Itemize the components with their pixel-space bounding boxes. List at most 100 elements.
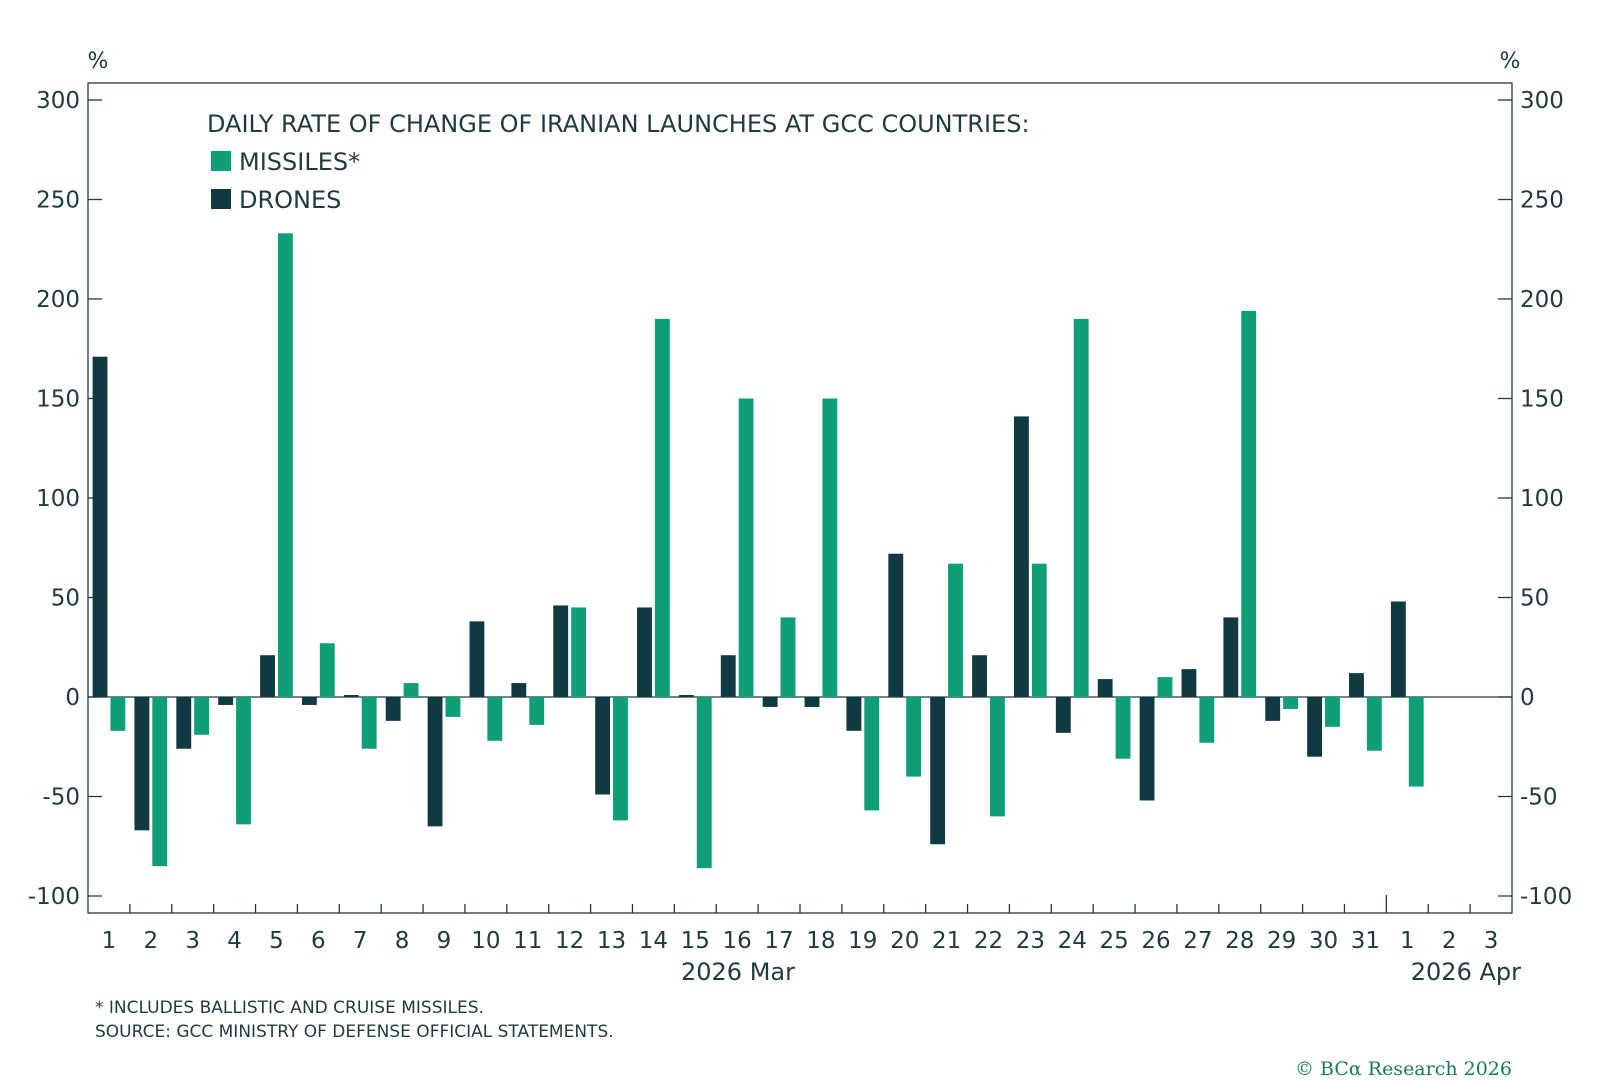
x-tick-label: 31 <box>1351 928 1380 954</box>
bar-missiles <box>1031 563 1047 697</box>
bar-missiles <box>1241 310 1257 697</box>
x-tick-label: 30 <box>1309 928 1338 954</box>
y-unit-right: % <box>1500 49 1521 74</box>
bar-drones <box>260 655 275 697</box>
bar-drones <box>972 655 987 697</box>
month-label-march: 2026 Mar <box>681 958 795 986</box>
bar-missiles <box>361 697 377 749</box>
bar-missiles <box>654 318 670 697</box>
x-tick-label: 6 <box>311 928 326 954</box>
bar-drones <box>1055 697 1071 733</box>
bar-missiles <box>696 697 712 869</box>
x-tick-label: 28 <box>1225 928 1254 954</box>
bar-drones <box>1307 697 1323 757</box>
x-tick-label: 26 <box>1141 928 1170 954</box>
x-tick-labels: 1 2 3 4 5 6 7 8 9 10 11 12 13 14 15 16 17 18 19 20 21 22 23 24 2… <box>102 928 1499 954</box>
x-tick-label: 8 <box>395 928 410 954</box>
legend-swatch-drones <box>211 189 231 209</box>
x-tick-label: 29 <box>1267 928 1296 954</box>
source-note: SOURCE: GCC MINISTRY OF DEFENSE OFFICIAL… <box>95 1022 614 1042</box>
y-tick-label-left: 0 <box>65 685 80 711</box>
bar-missiles <box>613 697 628 821</box>
bar-drones <box>218 697 234 705</box>
y-tick-label-right: 250 <box>1520 188 1564 214</box>
bar-missiles <box>236 697 251 825</box>
bar-drones <box>1223 617 1239 697</box>
x-tick-label: 17 <box>764 928 793 954</box>
x-tick-label: 12 <box>555 928 584 954</box>
bar-drones <box>511 683 527 697</box>
bar-missiles <box>1115 697 1131 759</box>
y-tick-label-right: 200 <box>1520 287 1564 313</box>
bar-missiles <box>906 697 922 777</box>
y-tick-label-left: 200 <box>36 287 80 313</box>
x-tick-label: 4 <box>227 928 242 954</box>
bar-missiles <box>1283 697 1299 709</box>
bar-drones <box>930 697 946 845</box>
x-tick-label: 19 <box>848 928 877 954</box>
bar-drones <box>720 655 736 697</box>
bar-drones <box>427 697 443 827</box>
bar-drones <box>176 697 192 749</box>
y-tick-label-right: 150 <box>1520 387 1564 413</box>
bar-missiles <box>1157 677 1173 697</box>
bar-missiles <box>571 607 587 697</box>
bar-drones <box>846 697 862 731</box>
x-tick-label: 11 <box>513 928 542 954</box>
x-tick-label: 18 <box>806 928 835 954</box>
bar-drones <box>469 621 485 697</box>
x-tick-label: 25 <box>1099 928 1128 954</box>
x-tick-label: 13 <box>597 928 626 954</box>
y-tick-label-left: 50 <box>51 586 80 612</box>
x-tick-label: 3 <box>1484 928 1499 954</box>
y-tick-label-right: 0 <box>1520 685 1535 711</box>
bar-drones <box>678 695 694 697</box>
bar-drones <box>762 697 778 707</box>
x-tick-label: 22 <box>974 928 1003 954</box>
bar-drones <box>804 697 820 707</box>
x-tick-label: 23 <box>1016 928 1045 954</box>
bar-missiles <box>780 617 796 697</box>
bar-missiles <box>1408 697 1424 787</box>
bar-drones <box>1097 679 1113 697</box>
x-tick-label: 27 <box>1183 928 1212 954</box>
x-tick-label: 16 <box>723 928 752 954</box>
x-tick-label: 21 <box>932 928 961 954</box>
y-tick-label-right: -50 <box>1520 785 1558 811</box>
bar-missiles <box>487 697 503 741</box>
bar-drones <box>595 697 611 795</box>
y-tick-label-right: -100 <box>1520 884 1572 910</box>
bar-missiles <box>110 697 126 731</box>
legend-label-drones: DRONES <box>239 186 341 214</box>
y-tick-label-left: 150 <box>36 387 80 413</box>
bar-drones <box>1013 416 1029 697</box>
bar-missiles <box>989 697 1005 817</box>
bar-missiles <box>445 697 461 717</box>
bar-missiles <box>1199 697 1215 743</box>
x-tick-label: 20 <box>890 928 919 954</box>
bar-missiles <box>319 643 335 697</box>
month-label-april: 2026 Apr <box>1411 958 1521 986</box>
bar-drones <box>343 695 359 697</box>
y-tick-label-left: 250 <box>36 188 80 214</box>
y-tick-label-right: 50 <box>1520 586 1549 612</box>
bar-missiles <box>1325 697 1340 727</box>
bar-missiles <box>1366 697 1382 751</box>
x-tick-label: 2 <box>1442 928 1457 954</box>
chart-title: DAILY RATE OF CHANGE OF IRANIAN LAUNCHES… <box>207 110 1030 138</box>
bar-drones <box>134 697 150 831</box>
x-tick-label: 2 <box>144 928 159 954</box>
bar-drones <box>1390 601 1406 697</box>
bar-drones <box>637 607 652 697</box>
x-tick-label: 5 <box>269 928 284 954</box>
bar-missiles <box>864 697 880 811</box>
x-tick-label: 24 <box>1058 928 1087 954</box>
bar-missiles <box>738 398 754 697</box>
x-tick-label: 3 <box>185 928 200 954</box>
bar-missiles <box>948 563 963 697</box>
bar-drones <box>1265 697 1281 721</box>
bar-drones <box>888 553 904 697</box>
bar-missiles <box>152 697 168 867</box>
x-tick-label: 1 <box>102 928 117 954</box>
